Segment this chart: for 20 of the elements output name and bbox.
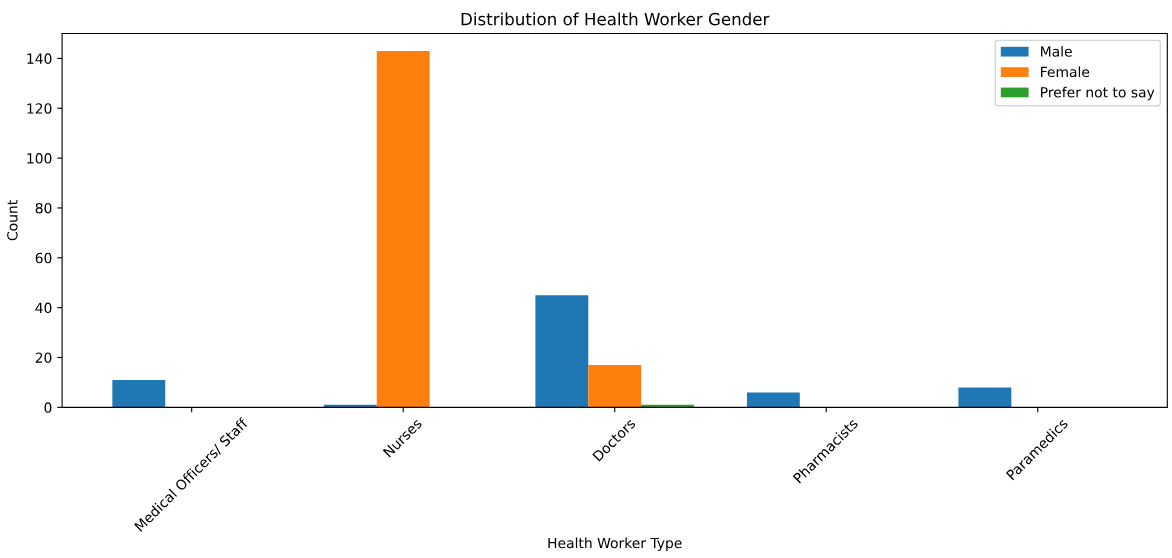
bar — [958, 387, 1012, 408]
bar — [746, 392, 800, 408]
chart-title: Distribution of Health Worker Gender — [461, 12, 770, 26]
y-tick-label: 40 — [35, 302, 52, 314]
legend-label: Male — [1041, 45, 1072, 57]
y-tick-label: 60 — [35, 252, 52, 264]
y-tick-label: 80 — [35, 202, 52, 214]
y-tick-label: 140 — [27, 53, 52, 64]
bar — [376, 50, 430, 408]
bar — [112, 379, 166, 408]
legend-label: Prefer not to say — [1041, 86, 1155, 101]
y-tick-label: 100 — [27, 153, 52, 164]
bar — [588, 364, 642, 408]
y-tick-label: 20 — [35, 352, 52, 363]
x-axis-title: Health Worker Type — [548, 537, 682, 551]
y-tick-label: 0 — [44, 402, 52, 413]
bar — [535, 295, 589, 408]
y-tick-label: 120 — [27, 103, 52, 114]
legend-label: Female — [1041, 66, 1090, 78]
y-axis-title: Count — [7, 200, 18, 241]
